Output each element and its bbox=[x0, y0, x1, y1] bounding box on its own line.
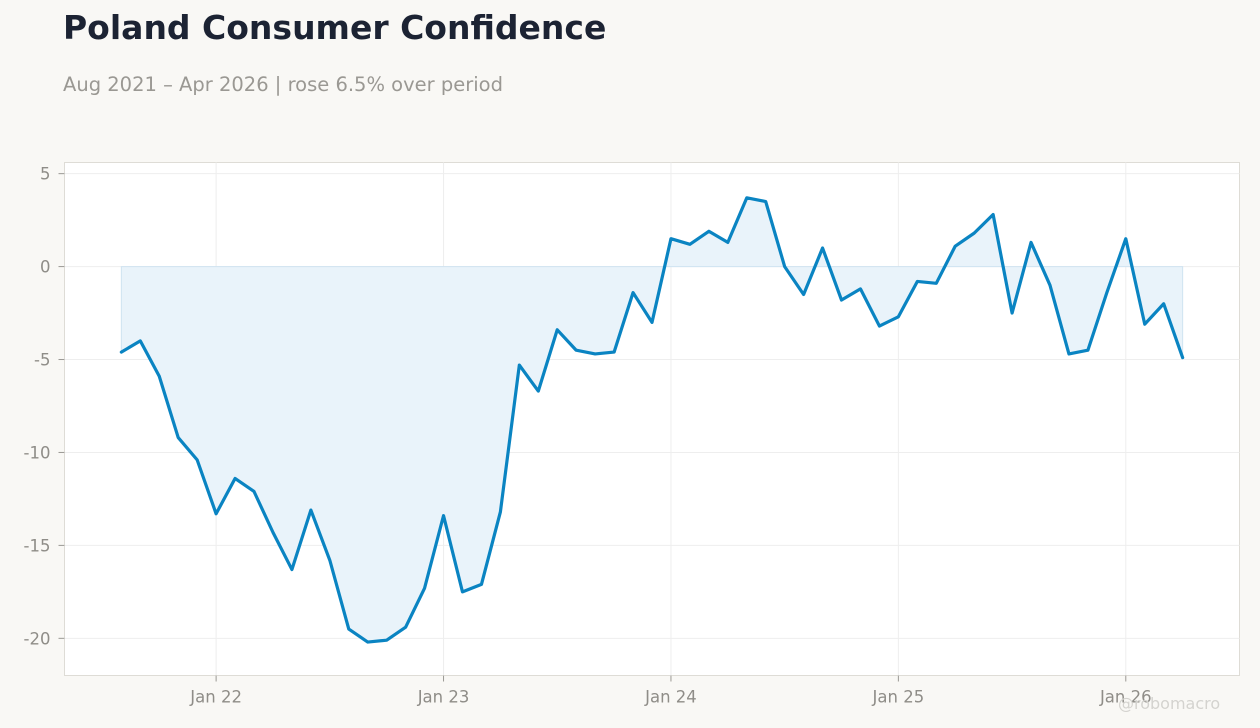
y-tick-label: -10 bbox=[24, 443, 51, 462]
x-tick-label: Jan 24 bbox=[644, 688, 697, 707]
y-tick-label: 0 bbox=[40, 258, 51, 277]
x-tick-label: Jan 22 bbox=[189, 688, 242, 707]
y-tick-label: 5 bbox=[40, 165, 51, 184]
x-tick-label: Jan 25 bbox=[872, 688, 925, 707]
x-axis: Jan 22 Jan 23 Jan 24 Jan 25 Jan 26 bbox=[189, 675, 1152, 707]
chart-subtitle: Aug 2021 – Apr 2026 | rose 6.5% over per… bbox=[63, 73, 503, 96]
y-tick-label: -20 bbox=[24, 629, 51, 648]
watermark: @robomacro bbox=[1118, 694, 1221, 713]
x-tick-label: Jan 26 bbox=[1099, 688, 1152, 707]
series-line bbox=[119, 196, 1185, 644]
y-axis: 5 0 -5 -10 -15 -20 bbox=[24, 165, 65, 648]
x-tick-label: Jan 23 bbox=[417, 688, 470, 707]
chart-title: Poland Consumer Confidence bbox=[63, 8, 607, 47]
y-tick-label: -15 bbox=[24, 536, 51, 555]
line-layer bbox=[119, 196, 1185, 644]
y-tick-label: -5 bbox=[34, 351, 50, 370]
